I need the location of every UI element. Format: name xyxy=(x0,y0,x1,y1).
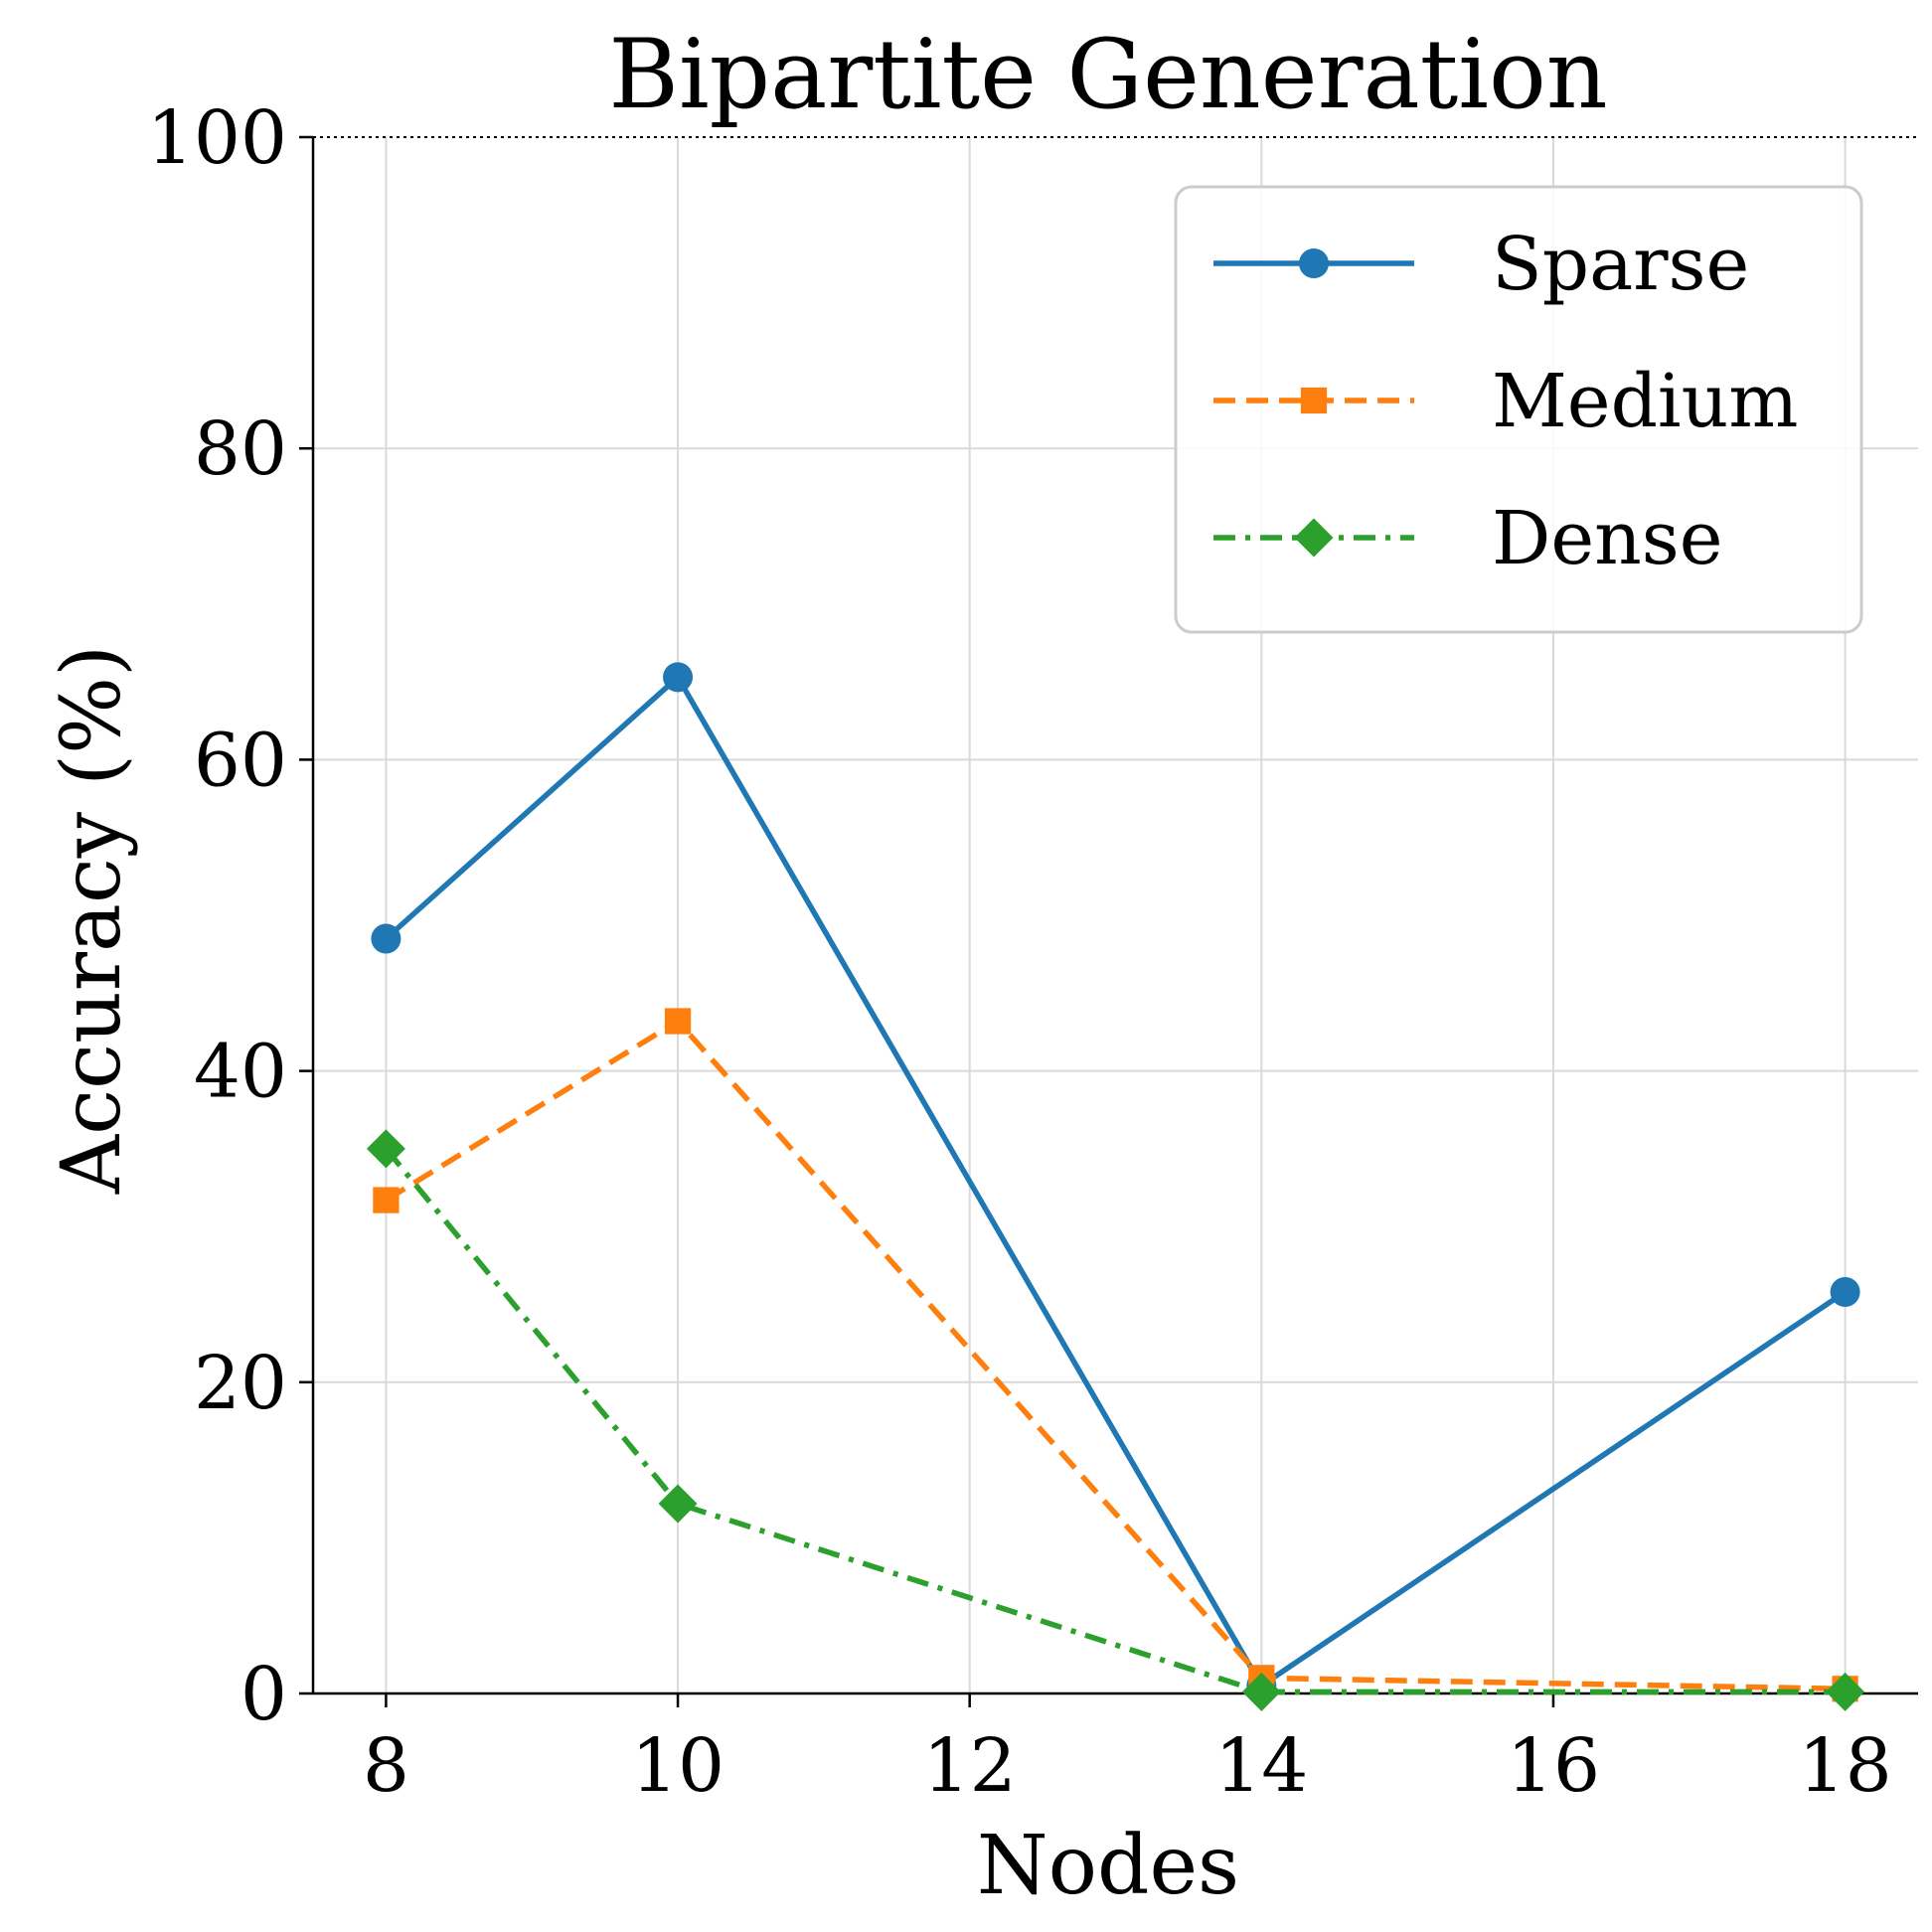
x-tick-label-12: 12 xyxy=(923,1723,1017,1809)
series-medium xyxy=(373,1008,1858,1702)
legend-label-dense: Dense xyxy=(1492,496,1723,581)
x-tick-label-16: 16 xyxy=(1507,1723,1600,1809)
y-tick-label-0: 0 xyxy=(241,1652,287,1737)
y-axis-label: Accuracy (%) xyxy=(45,645,139,1195)
series-sparse xyxy=(371,662,1860,1701)
y-tick-label-80: 80 xyxy=(194,406,287,492)
point-dense-14 xyxy=(1241,1672,1281,1711)
legend-marker-medium xyxy=(1300,387,1328,414)
point-dense-18 xyxy=(1826,1672,1865,1711)
chart-title: Bipartite Generation xyxy=(608,19,1607,130)
x-tick-label-8: 8 xyxy=(363,1723,409,1809)
point-sparse-18 xyxy=(1830,1276,1860,1307)
x-axis-label: Nodes xyxy=(977,1819,1239,1913)
legend-marker-dense xyxy=(1294,518,1334,558)
legend-marker-sparse xyxy=(1299,248,1329,278)
series-line-medium xyxy=(384,1017,1846,1692)
x-tick-label-10: 10 xyxy=(631,1723,724,1809)
tick-labels: 8 10 12 14 16 18 0 20 40 60 80 100 xyxy=(147,95,1892,1809)
legend: Sparse Medium Dense xyxy=(1174,185,1863,634)
point-sparse-8 xyxy=(371,923,402,954)
point-dense-8 xyxy=(366,1129,405,1169)
legend-label-medium: Medium xyxy=(1492,359,1798,444)
x-tick-label-18: 18 xyxy=(1799,1723,1892,1809)
legend-label-sparse: Sparse xyxy=(1492,222,1749,307)
y-tick-label-20: 20 xyxy=(194,1341,287,1426)
y-tick-label-40: 40 xyxy=(194,1030,287,1115)
point-sparse-10 xyxy=(663,662,694,693)
point-medium-10 xyxy=(664,1008,692,1035)
point-medium-8 xyxy=(373,1187,400,1213)
legend-box xyxy=(1174,185,1863,634)
series-line-sparse xyxy=(384,673,1848,1690)
y-tick-label-100: 100 xyxy=(147,95,287,181)
y-tick-label-60: 60 xyxy=(194,718,287,803)
series-dense xyxy=(366,1129,1865,1711)
point-dense-10 xyxy=(658,1484,698,1524)
x-tick-label-14: 14 xyxy=(1214,1723,1308,1809)
series-line-dense xyxy=(384,1147,1846,1695)
series xyxy=(366,662,1865,1711)
